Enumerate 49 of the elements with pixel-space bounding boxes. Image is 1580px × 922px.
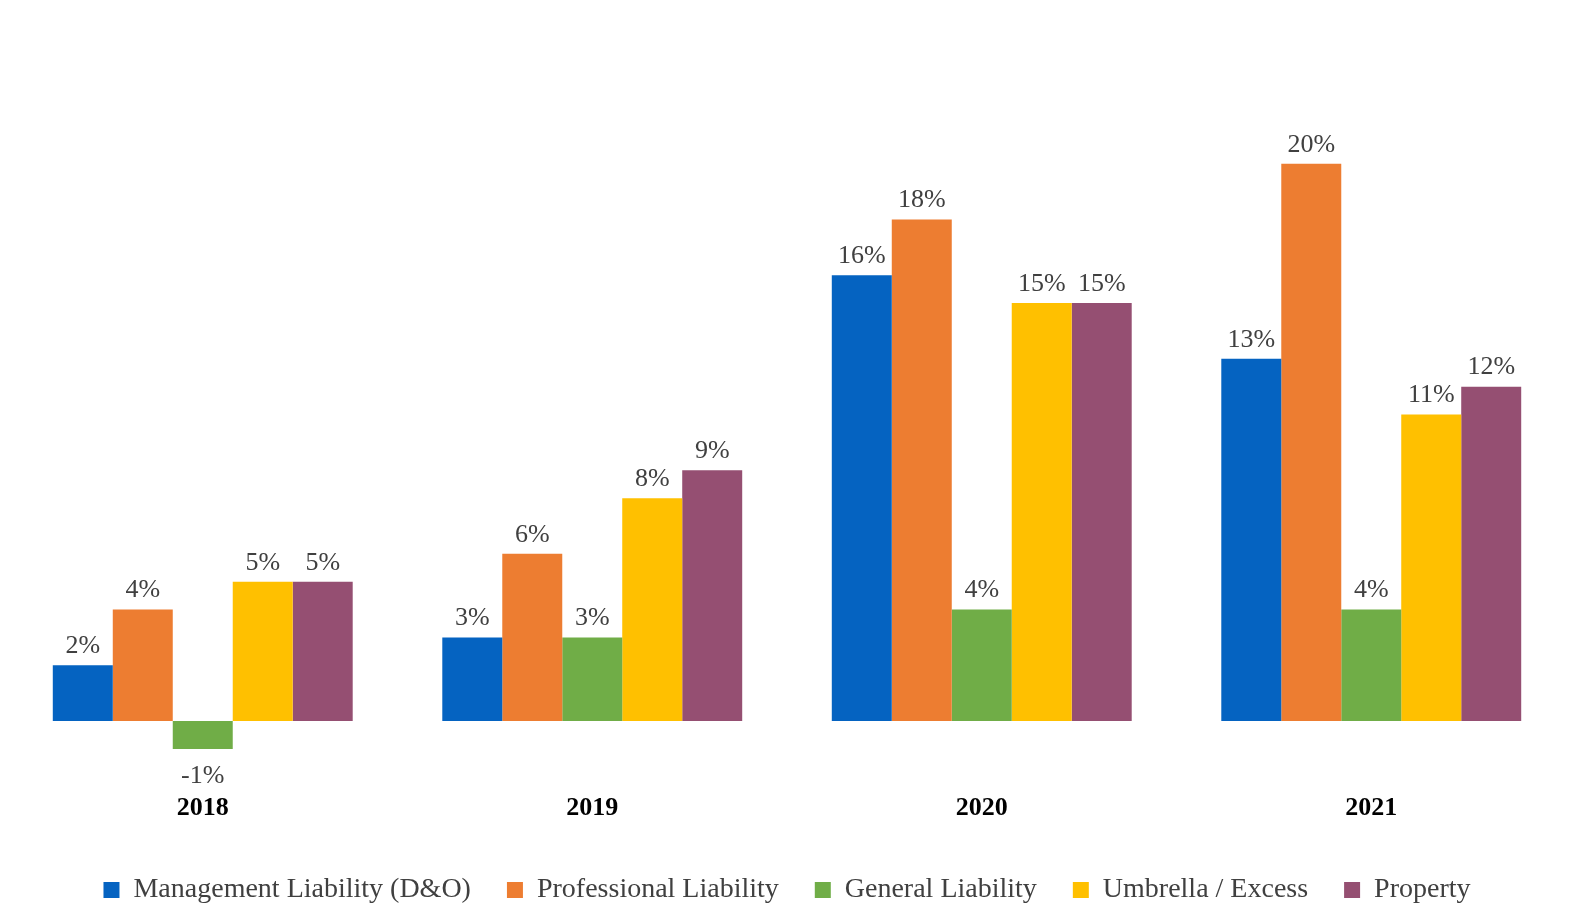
bar (1071, 303, 1132, 722)
bar (562, 637, 623, 722)
data-label: 3% (574, 602, 610, 632)
bar (951, 609, 1012, 722)
data-label: 4% (1353, 574, 1389, 604)
data-label: 11% (1407, 379, 1455, 409)
bar (1011, 303, 1072, 722)
bar (891, 219, 952, 722)
bar (1461, 386, 1522, 722)
data-label: 5% (305, 546, 341, 576)
data-label: 6% (514, 518, 550, 548)
legend-label: Professional Liability (536, 872, 779, 904)
legend-label: Property (1374, 872, 1471, 904)
bar (502, 553, 563, 722)
bar (232, 581, 293, 722)
legend-label: Management Liability (D&O) (133, 872, 471, 904)
data-label: 16% (837, 240, 886, 270)
bar (1341, 609, 1402, 722)
bar (622, 498, 683, 722)
data-label: 9% (694, 435, 730, 465)
bar (112, 609, 173, 722)
bar (172, 721, 233, 749)
data-label: 13% (1227, 323, 1276, 353)
data-label: 15% (1077, 267, 1126, 297)
data-label: 4% (125, 574, 161, 604)
x-tick-label: 2021 (1345, 792, 1398, 822)
data-label: 18% (897, 184, 946, 214)
legend-label: Umbrella / Excess (1102, 872, 1309, 904)
data-label: 3% (454, 602, 490, 632)
data-label: 8% (634, 462, 670, 492)
bar (682, 470, 743, 722)
x-tick-label: 2019 (566, 792, 619, 822)
data-label: 2% (65, 630, 101, 660)
bar (292, 581, 353, 722)
x-tick-label: 2020 (955, 792, 1008, 822)
data-label: -1% (181, 759, 225, 789)
data-label: 20% (1287, 128, 1336, 158)
data-label: 12% (1467, 351, 1516, 381)
legend-label: General Liability (844, 872, 1037, 904)
bar (831, 275, 892, 722)
x-tick-label: 2018 (176, 792, 229, 822)
data-label: 15% (1017, 267, 1066, 297)
bar (442, 637, 503, 722)
bar (1281, 163, 1342, 722)
bar (1401, 414, 1462, 722)
bar (1221, 358, 1282, 722)
data-label: 4% (964, 574, 1000, 604)
data-label: 5% (245, 546, 281, 576)
bar (52, 665, 113, 722)
